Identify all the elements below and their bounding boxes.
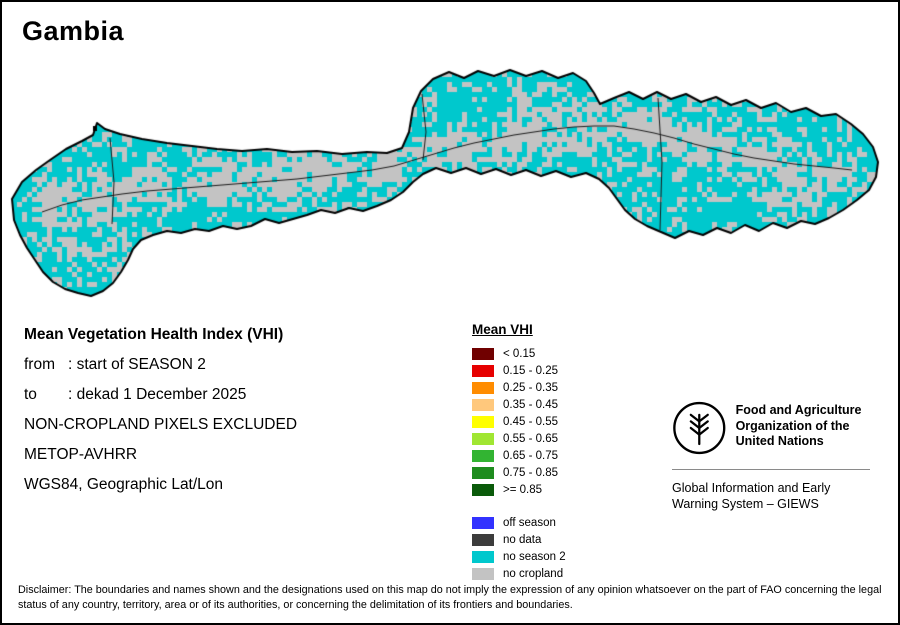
info-line-sensor: METOP-AVHRR (24, 446, 138, 463)
legend-label: off season (503, 517, 556, 529)
legend-label: 0.25 - 0.35 (503, 382, 558, 394)
legend-row: off season (472, 515, 566, 531)
legend-row: no cropland (472, 566, 566, 582)
legend-swatch (472, 484, 494, 496)
legend-swatch (472, 416, 494, 428)
fao-divider (672, 469, 870, 470)
legend-row: 0.25 - 0.35 (472, 380, 566, 396)
fao-row: Food and Agriculture Organization of the… (672, 400, 870, 456)
legend-swatch (472, 365, 494, 377)
fao-block: Food and Agriculture Organization of the… (672, 400, 870, 513)
legend-label: 0.45 - 0.55 (503, 416, 558, 428)
legend-row: no season 2 (472, 549, 566, 565)
info-row-value: : dekad 1 December 2025 (68, 386, 247, 403)
legend-label: 0.75 - 0.85 (503, 467, 558, 479)
info-heading: Mean Vegetation Health Index (VHI) (24, 326, 284, 343)
legend-row: >= 0.85 (472, 482, 566, 498)
fao-logo-icon (673, 401, 726, 455)
disclaimer-text: Disclaimer: The boundaries and names sho… (18, 584, 882, 612)
giews-name: Global Information and Early Warning Sys… (672, 481, 831, 512)
page-title: Gambia (22, 16, 125, 46)
fao-org-name: Food and Agriculture Organization of the… (735, 403, 862, 449)
map-info-block: Mean Vegetation Health Index (VHI) from:… (24, 326, 297, 494)
info-row-label: to (24, 386, 37, 403)
legend-swatch (472, 534, 494, 546)
legend-swatch (472, 450, 494, 462)
legend-label: no season 2 (503, 551, 566, 563)
legend-swatch (472, 382, 494, 394)
legend-row: 0.65 - 0.75 (472, 448, 566, 464)
legend-swatch (472, 433, 494, 445)
info-row-to: to : dekad 1 December 2025 (24, 386, 297, 404)
legend-swatch (472, 551, 494, 563)
legend-row: 0.45 - 0.55 (472, 414, 566, 430)
legend: Mean VHI < 0.15 0.15 - 0.25 0.25 - 0.35 … (472, 322, 566, 583)
legend-label: no data (503, 534, 542, 546)
legend-swatch (472, 348, 494, 360)
legend-gap (472, 499, 566, 515)
legend-row: 0.55 - 0.65 (472, 431, 566, 447)
legend-swatch (472, 517, 494, 529)
legend-label: >= 0.85 (503, 484, 543, 496)
legend-label: 0.35 - 0.45 (503, 399, 558, 411)
legend-label: < 0.15 (503, 348, 536, 360)
info-row-value: : start of SEASON 2 (68, 356, 206, 373)
legend-row: < 0.15 (472, 346, 566, 362)
legend-swatch (472, 467, 494, 479)
legend-label: 0.15 - 0.25 (503, 365, 558, 377)
info-line-noncropland: NON-CROPLAND PIXELS EXCLUDED (24, 416, 298, 433)
legend-row: 0.15 - 0.25 (472, 363, 566, 379)
legend-swatch (472, 399, 494, 411)
legend-label: 0.55 - 0.65 (503, 433, 558, 445)
legend-swatch (472, 568, 494, 580)
legend-row: no data (472, 532, 566, 548)
info-line-projection: WGS84, Geographic Lat/Lon (24, 476, 224, 493)
info-row-label: from (24, 356, 55, 373)
info-row-from: from : start of SEASON 2 (24, 356, 297, 374)
legend-row: 0.35 - 0.45 (472, 397, 566, 413)
legend-title: Mean VHI (472, 322, 533, 337)
legend-row: 0.75 - 0.85 (472, 465, 566, 481)
gambia-vhi-map (2, 2, 898, 322)
legend-label: 0.65 - 0.75 (503, 450, 558, 462)
legend-label: no cropland (503, 568, 564, 580)
